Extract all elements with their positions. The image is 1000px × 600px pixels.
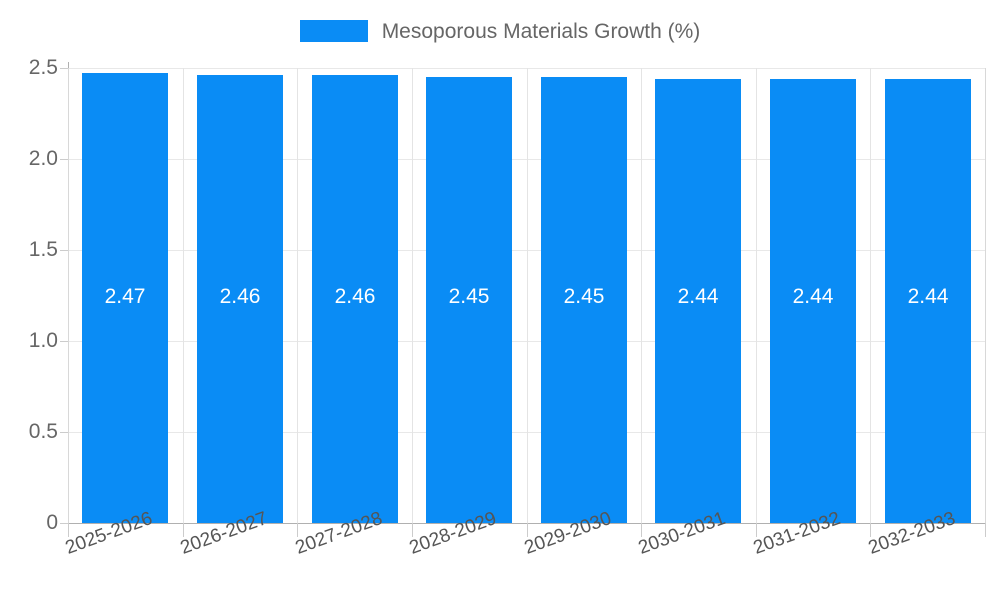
y-tick-label: 1.0 [28, 329, 58, 352]
bar[interactable] [655, 78, 741, 523]
y-tick-mark [60, 432, 68, 433]
x-category-separator [527, 68, 528, 523]
y-tick-label: 2.5 [28, 56, 58, 79]
x-category-separator [68, 68, 69, 523]
x-tick-mark [527, 523, 528, 537]
bar[interactable] [885, 78, 971, 523]
x-category-separator [183, 68, 184, 523]
bar[interactable] [541, 77, 627, 523]
y-gridline [68, 159, 985, 160]
bar[interactable] [312, 75, 398, 523]
y-tick-mark [60, 68, 68, 69]
x-tick-mark [641, 523, 642, 537]
x-category-separator [297, 68, 298, 523]
x-category-separator [870, 68, 871, 523]
x-tick-mark [412, 523, 413, 537]
bar[interactable] [426, 77, 512, 523]
x-category-separator [985, 68, 986, 523]
y-tick-mark [60, 250, 68, 251]
y-tick-mark [60, 523, 68, 524]
y-tick-label: 2.0 [28, 147, 58, 170]
bar[interactable] [82, 73, 168, 523]
y-tick-label: 0 [46, 511, 58, 534]
y-gridline [68, 432, 985, 433]
x-tick-mark [756, 523, 757, 537]
bar[interactable] [197, 75, 283, 523]
y-tick-mark [60, 341, 68, 342]
x-tick-mark [183, 523, 184, 537]
y-gridline [68, 68, 985, 69]
x-tick-mark [985, 523, 986, 537]
chart-legend: Mesoporous Materials Growth (%) [0, 14, 1000, 48]
x-category-separator [641, 68, 642, 523]
bar[interactable] [770, 78, 856, 523]
x-category-separator [412, 68, 413, 523]
x-category-separator [756, 68, 757, 523]
y-gridline [68, 523, 985, 524]
legend-label: Mesoporous Materials Growth (%) [381, 19, 701, 43]
y-gridline [68, 341, 985, 342]
y-tick-mark [60, 159, 68, 160]
y-gridline [68, 250, 985, 251]
x-tick-mark [870, 523, 871, 537]
y-tick-label: 0.5 [28, 420, 58, 443]
plot-area: 2.47 2.46 2.46 2.45 2.45 2.44 2.44 2.44 [68, 68, 986, 524]
y-tick-label: 1.5 [28, 238, 58, 261]
x-tick-mark [297, 523, 298, 537]
y-axis-labels: 0 0.5 1.0 1.5 2.0 2.5 [0, 0, 68, 600]
legend-color-swatch-icon [299, 20, 368, 42]
x-tick-mark [68, 523, 69, 537]
